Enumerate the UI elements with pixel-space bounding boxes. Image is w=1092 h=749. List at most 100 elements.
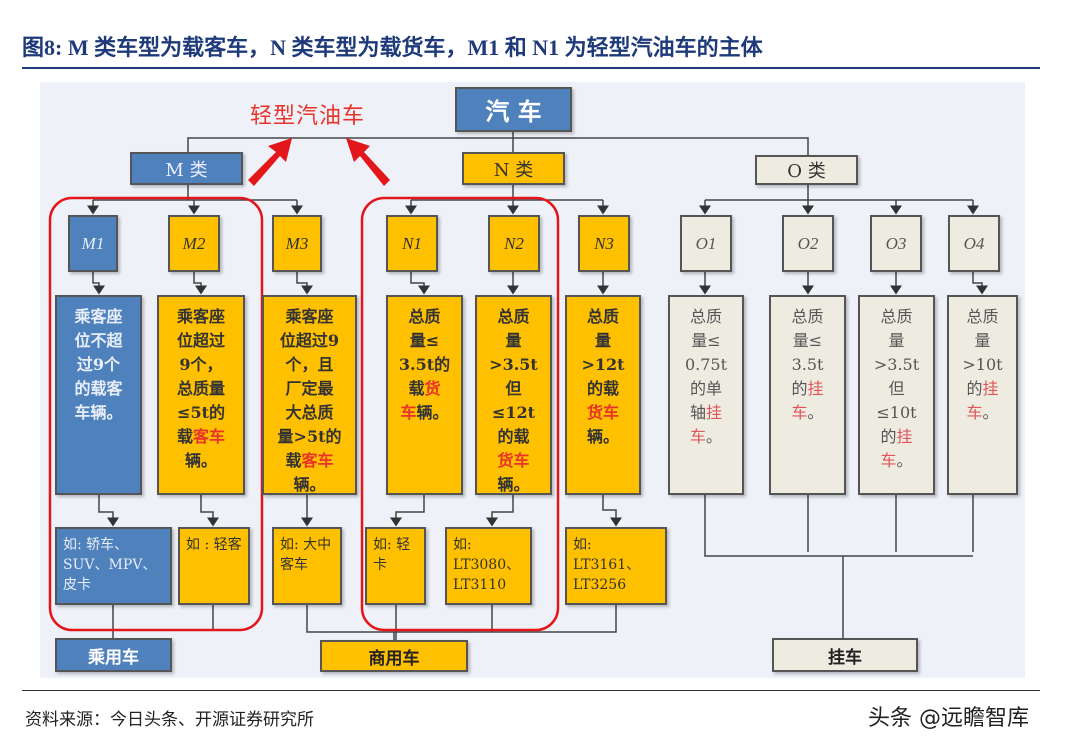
- example-m1: 如: 轿车、SUV、MPV、皮卡: [55, 527, 172, 605]
- description-o4: 总质量 >10t 的挂 车。: [947, 295, 1018, 495]
- highlight-text: 车: [966, 403, 983, 422]
- description-text: >12t: [581, 355, 625, 374]
- node-code: M1: [81, 233, 105, 253]
- description-text: 量: [888, 331, 905, 350]
- description-m3: 乘客座 位超过9 个，且 厂定最 大总质 量>5t的 载客车 辆。: [262, 295, 357, 495]
- example-n1: 如: 轻卡: [365, 527, 426, 605]
- description-text: 3.5t的: [398, 355, 451, 374]
- title-divider: [22, 67, 1040, 69]
- node-code: O1: [695, 233, 717, 253]
- example-m2: 如 : 轻客: [178, 527, 250, 605]
- description-text: 量: [505, 331, 522, 350]
- description-text: 个，且: [285, 355, 334, 374]
- description-text: 辆。: [497, 475, 530, 494]
- description-m1: 乘客座 位不超 过9个 的载客 车辆。: [55, 295, 142, 495]
- node-code: M2: [182, 233, 206, 253]
- highlight-text: 挂: [807, 379, 824, 398]
- group-trailer: 挂车: [772, 638, 918, 672]
- highlight-text: 挂: [706, 403, 723, 422]
- highlight-text: 车: [791, 403, 808, 422]
- description-text: 总质: [689, 307, 722, 326]
- highlight-text: 挂: [982, 379, 999, 398]
- highlight-text: 车: [880, 451, 897, 470]
- description-text: 厂定最: [285, 379, 334, 398]
- example-n3: 如: LT3161、LT3256: [565, 527, 667, 605]
- description-text: 总质: [497, 307, 530, 326]
- highlight-arrows: [248, 138, 390, 186]
- description-text: 位超过9: [279, 331, 340, 350]
- description-text: 辆。: [586, 427, 619, 446]
- description-text: 乘客座: [176, 307, 225, 326]
- description-n1: 总质 量≤ 3.5t的 载货 车辆。: [386, 295, 463, 495]
- n-highlight-frame: [360, 196, 560, 632]
- description-text: 的载客: [74, 379, 123, 398]
- description-text: 辆。: [293, 475, 326, 494]
- node-o4: O4: [948, 215, 1000, 272]
- node-code: N1: [402, 233, 422, 253]
- node-code: N2: [504, 233, 524, 253]
- description-text: 的载: [497, 427, 530, 446]
- node-o3: O3: [870, 215, 922, 272]
- description-text: 量>5t的: [277, 427, 342, 446]
- highlight-text: 货车: [497, 451, 530, 470]
- description-text: 3.5t: [791, 355, 824, 374]
- description-text: 乘客座: [74, 307, 123, 326]
- description-text: 量≤: [691, 331, 721, 350]
- description-text: 的: [966, 379, 983, 398]
- node-m1: M1: [68, 215, 118, 272]
- description-text: 。: [896, 451, 913, 470]
- description-text: 载: [285, 451, 302, 470]
- highlight-text: 客车: [193, 427, 226, 446]
- node-n2: N2: [488, 215, 540, 272]
- highlight-text: 车: [689, 427, 706, 446]
- light-gasoline-label: 轻型汽油车: [250, 104, 366, 129]
- description-text: 位不超: [74, 331, 123, 350]
- node-code: O2: [797, 233, 819, 253]
- watermark: 头条 @远瞻智库: [868, 706, 1029, 731]
- description-n3: 总质量 >12t 的载 货车 辆。: [565, 295, 641, 495]
- description-o3: 总质量 >3.5t 但 ≤10t 的挂 车。: [858, 295, 935, 495]
- description-text: 载: [176, 427, 193, 446]
- description-n2: 总质量 >3.5t 但 ≤12t 的载 货车 辆。: [475, 295, 552, 495]
- description-text: 的: [791, 379, 808, 398]
- description-text: 但: [888, 379, 905, 398]
- description-text: 。: [706, 427, 723, 446]
- description-text: 大总质: [285, 403, 334, 422]
- node-n1: N1: [386, 215, 438, 272]
- description-text: 总质: [880, 307, 913, 326]
- footer-divider: [22, 690, 1040, 691]
- description-text: 辆。: [184, 451, 217, 470]
- example-m3: 如: 大中客车: [272, 527, 342, 605]
- description-text: 9个，: [179, 355, 223, 374]
- node-o2: O2: [782, 215, 834, 272]
- description-text: 。: [807, 403, 824, 422]
- node-n3: N3: [578, 215, 630, 272]
- description-text: 轴: [689, 403, 706, 422]
- description-text: 过9个: [76, 355, 121, 374]
- description-text: 的: [880, 427, 897, 446]
- highlight-text: 客车: [301, 451, 334, 470]
- description-text: 量≤: [792, 331, 823, 350]
- description-text: 总质量: [176, 379, 225, 398]
- description-text: ≤10t: [876, 403, 917, 422]
- description-text: 量: [974, 331, 991, 350]
- figure-title: 图8: M 类车型为载客车，N 类车型为载货车，M1 和 N1 为轻型汽油车的主…: [22, 35, 763, 60]
- root-node-car: 汽 车: [455, 87, 572, 132]
- description-text: 量: [594, 331, 611, 350]
- group-passenger: 乘用车: [55, 638, 172, 672]
- node-code: O4: [963, 233, 985, 253]
- description-text: 的载: [586, 379, 619, 398]
- node-code: M3: [285, 233, 309, 253]
- node-code: N3: [594, 233, 614, 253]
- description-o2: 总质 量≤ 3.5t 的挂 车。: [769, 295, 846, 495]
- description-o1: 总质 量≤ 0.75t 的单 轴挂 车。: [668, 295, 744, 495]
- description-text: 总质: [966, 307, 999, 326]
- description-text: 总质: [408, 307, 441, 326]
- description-text: 量≤: [409, 331, 440, 350]
- description-text: 但: [505, 379, 522, 398]
- category-n: N 类: [462, 152, 565, 185]
- description-m2: 乘客座 位超过 9个， 总质量 ≤5t的 载客车 辆。: [157, 295, 245, 495]
- node-code: O3: [885, 233, 907, 253]
- description-text: 总质: [586, 307, 619, 326]
- description-text: 。: [982, 403, 999, 422]
